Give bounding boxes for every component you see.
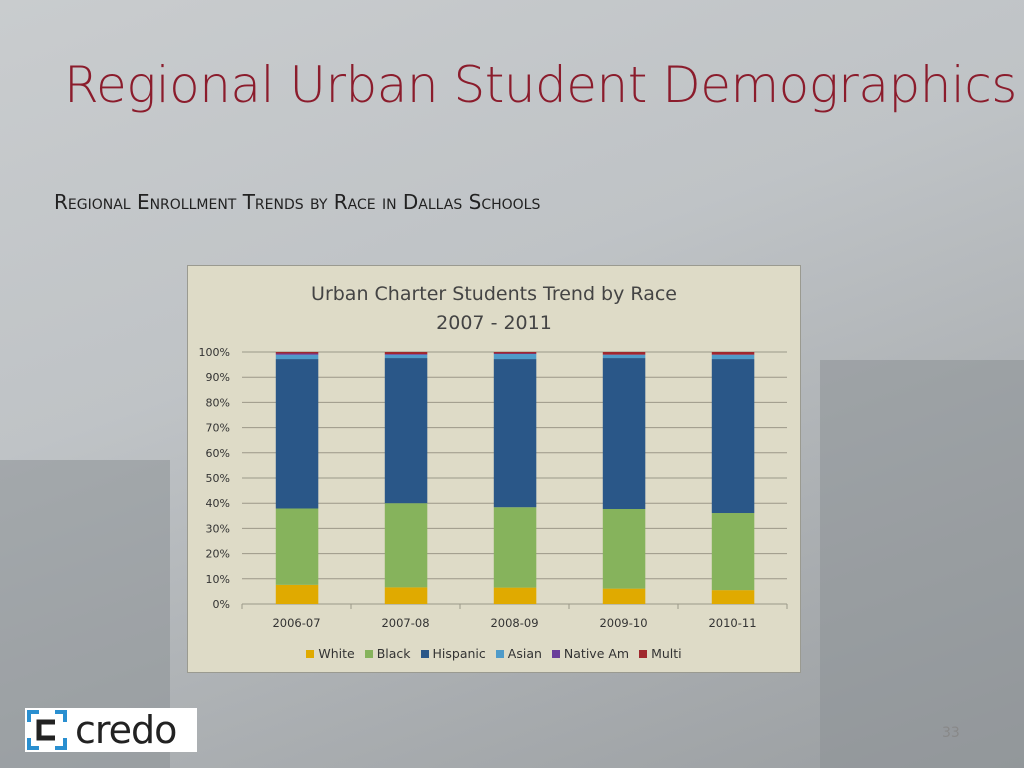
legend-label: Multi [651,646,682,661]
legend-label: Hispanic [432,646,486,661]
background-building [820,360,1024,768]
bar-segment-hispanic [384,358,428,504]
bar-segment-black [384,503,428,588]
chart: Urban Charter Students Trend by Race 200… [187,265,801,673]
y-tick-label: 40% [206,497,230,510]
legend-swatch [364,649,373,658]
bar-segment-black [602,508,646,589]
bar-segment-asian [275,354,319,360]
slide-subtitle: Regional Enrollment Trends by Race in Da… [54,190,541,214]
legend-swatch [551,649,560,658]
legend-swatch [639,649,648,658]
y-tick-label: 30% [206,522,230,535]
bar-segment-asian [384,354,428,359]
chart-plot: 0% 10% 20% 30% 40% 50% 60% 70% 80% 90% 100% 2006-07… [199,346,788,630]
bar-segment-white [275,584,319,604]
credo-logo: credo [25,708,197,752]
bar-segment-asian [602,354,646,359]
chart-title-line2: 2007 - 2011 [436,312,552,334]
y-tick-label: 100% [199,346,230,359]
legend-item: Native Am [551,646,630,661]
x-tick-label: 2006-07 [272,616,320,630]
bar-segment-black [275,508,319,585]
y-tick-label: 60% [206,447,230,460]
y-tick-label: 20% [206,548,230,561]
bar-segment-white [602,588,646,604]
page-number: 33 [942,725,960,741]
bar-segment-asian [493,354,537,360]
legend-item: Multi [639,646,682,661]
bar-segment-white [711,590,755,604]
bar-segment-multi [493,352,537,354]
bar-segment-multi [602,352,646,355]
y-tick-label: 80% [206,396,230,409]
legend-item: Hispanic [420,646,486,661]
bar-segment-multi [384,352,428,355]
bar-segment-multi [275,352,319,354]
y-tick-label: 90% [206,371,230,384]
bar-segment-native-am [275,353,319,355]
credo-logo-text: credo [75,708,177,752]
legend-label: White [318,646,355,661]
chart-legend: White Black Hispanic Asian Native Am Multi [188,646,800,661]
y-tick-label: 10% [206,573,230,586]
bar-segment-native-am [493,353,537,355]
legend-item: Asian [495,646,542,661]
legend-swatch [306,649,315,658]
legend-swatch [420,649,429,658]
bar-segment-white [384,587,428,604]
legend-item: Black [364,646,411,661]
legend-swatch [495,649,504,658]
credo-logo-icon [27,710,67,750]
bar-segment-black [711,513,755,591]
bar-segment-hispanic [711,359,755,514]
y-tick-label: 50% [206,472,230,485]
y-tick-label: 70% [206,422,230,435]
y-tick-label: 0% [213,598,230,611]
legend-label: Black [376,646,411,661]
bar-segment-white [493,587,537,604]
bar-segment-hispanic [493,359,537,508]
chart-title-line1: Urban Charter Students Trend by Race [311,283,677,305]
x-tick-label: 2009-10 [599,616,647,630]
bar-segment-native-am [384,354,428,355]
legend-item: White [306,646,355,661]
slide-title: Regional Urban Student Demographics [64,56,1017,114]
x-tick-label: 2007-08 [381,616,429,630]
bar-segment-asian [711,354,755,360]
bar-segment-hispanic [602,358,646,509]
bar-segment-hispanic [275,359,319,509]
legend-label: Native Am [563,646,630,661]
legend-label: Asian [507,646,542,661]
chart-title: Urban Charter Students Trend by Race 200… [188,280,800,338]
x-tick-label: 2008-09 [490,616,538,630]
bar-segment-multi [711,352,755,355]
x-tick-label: 2010-11 [708,616,756,630]
bar-segment-black [493,507,537,588]
